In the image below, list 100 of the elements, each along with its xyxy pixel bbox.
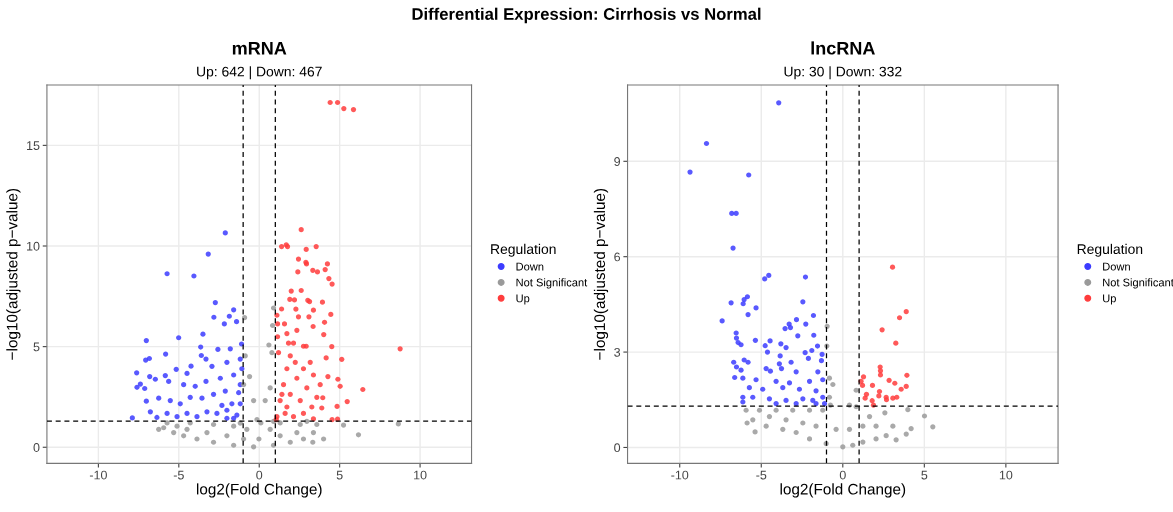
point bbox=[181, 433, 187, 439]
point bbox=[898, 386, 904, 392]
point bbox=[894, 394, 900, 400]
y-tick-label: 0 bbox=[33, 443, 40, 452]
point bbox=[840, 444, 846, 450]
point bbox=[231, 423, 237, 429]
point bbox=[780, 426, 786, 432]
point bbox=[873, 423, 879, 429]
point bbox=[873, 436, 879, 442]
point bbox=[876, 393, 882, 399]
point bbox=[297, 421, 303, 428]
point bbox=[783, 417, 789, 423]
point bbox=[187, 420, 193, 426]
point bbox=[750, 417, 756, 423]
point bbox=[156, 426, 162, 432]
chart-subtitle: Up: 30 | Down: 332 bbox=[784, 66, 902, 80]
point bbox=[744, 420, 750, 426]
point bbox=[294, 429, 300, 436]
point bbox=[251, 397, 257, 404]
point bbox=[270, 305, 277, 311]
point bbox=[300, 436, 307, 442]
y-tick-label: 10 bbox=[27, 241, 40, 251]
point bbox=[826, 394, 833, 400]
point bbox=[893, 340, 899, 346]
point bbox=[921, 413, 928, 419]
point bbox=[830, 381, 836, 388]
point bbox=[355, 432, 362, 438]
point bbox=[860, 374, 867, 380]
point bbox=[806, 436, 813, 442]
legend-label: Down bbox=[516, 262, 544, 271]
point bbox=[314, 421, 320, 428]
chart-title: lncRNA bbox=[811, 41, 875, 55]
x-tick-label: 5 bbox=[336, 470, 343, 480]
point bbox=[903, 309, 909, 315]
y-tick-label: 0 bbox=[614, 443, 621, 453]
point bbox=[266, 342, 272, 348]
point bbox=[340, 422, 347, 428]
point bbox=[267, 426, 273, 432]
x-tick-label: -10 bbox=[89, 470, 107, 480]
point bbox=[743, 407, 749, 413]
point bbox=[877, 372, 884, 378]
x-tick-label: 0 bbox=[256, 470, 263, 480]
point bbox=[905, 407, 911, 413]
x-axis-title: log2(Fold Change) bbox=[780, 483, 906, 498]
point bbox=[846, 426, 853, 432]
point bbox=[204, 429, 210, 436]
point bbox=[756, 407, 763, 413]
point bbox=[766, 414, 773, 420]
point bbox=[790, 407, 796, 413]
y-tick-label: 15 bbox=[27, 141, 40, 151]
x-tick-label: -10 bbox=[671, 470, 689, 480]
point bbox=[826, 375, 833, 381]
point bbox=[161, 425, 167, 431]
point bbox=[287, 439, 293, 445]
point bbox=[752, 429, 758, 435]
point bbox=[930, 424, 936, 430]
point bbox=[890, 423, 896, 429]
text: Differential Expression: Cirrhosis vs Normal bbox=[412, 7, 761, 24]
point bbox=[251, 444, 257, 450]
point bbox=[270, 442, 277, 448]
point bbox=[310, 429, 317, 436]
chart-subtitle: Up: 642 | Down: 467 bbox=[197, 66, 322, 80]
point bbox=[860, 439, 866, 445]
y-tick-label: 3 bbox=[614, 347, 621, 357]
point bbox=[908, 426, 914, 432]
y-tick-label: 5 bbox=[33, 342, 40, 352]
point bbox=[850, 442, 856, 448]
x-tick-label: -5 bbox=[756, 470, 767, 480]
point bbox=[793, 429, 799, 436]
point bbox=[224, 433, 230, 439]
point bbox=[806, 407, 813, 413]
y-tick-label: 6 bbox=[614, 252, 621, 262]
point bbox=[813, 423, 819, 429]
point bbox=[210, 439, 217, 445]
point bbox=[320, 436, 327, 442]
legend-title: Regulation bbox=[1077, 243, 1143, 257]
point bbox=[174, 423, 180, 429]
legend-label: Down bbox=[1103, 262, 1130, 271]
point bbox=[863, 391, 870, 397]
point bbox=[876, 388, 883, 395]
point bbox=[773, 407, 779, 413]
point bbox=[882, 410, 888, 416]
x-tick-label: 10 bbox=[999, 470, 1013, 480]
x-tick-label: -5 bbox=[173, 470, 184, 480]
y-tick-label: 9 bbox=[614, 157, 621, 166]
x-tick-label: 10 bbox=[414, 470, 427, 480]
x-tick-label: 5 bbox=[921, 470, 928, 480]
point bbox=[395, 421, 401, 427]
point bbox=[859, 382, 866, 389]
point bbox=[904, 372, 910, 378]
legend-label: Up bbox=[516, 294, 530, 305]
point bbox=[896, 315, 903, 321]
point bbox=[886, 377, 892, 383]
legend-label: Up bbox=[1103, 294, 1116, 305]
legend-title: Regulation bbox=[491, 243, 556, 257]
chart-title: mRNA bbox=[232, 42, 287, 55]
point bbox=[246, 374, 253, 380]
point bbox=[903, 383, 909, 390]
point bbox=[256, 436, 262, 442]
point bbox=[869, 382, 876, 389]
